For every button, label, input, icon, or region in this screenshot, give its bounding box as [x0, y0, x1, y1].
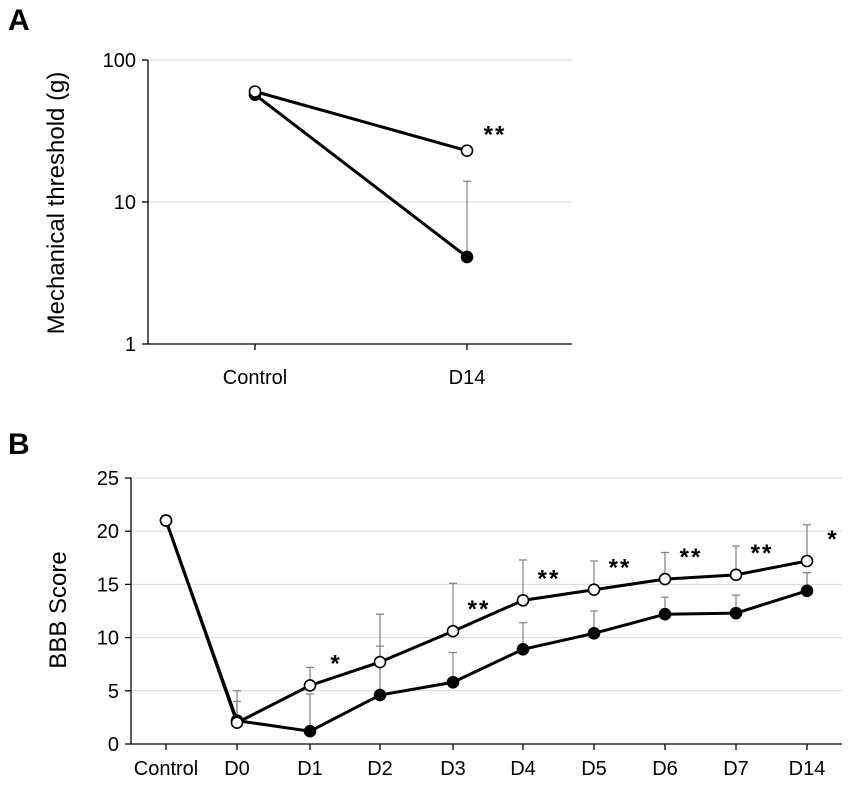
panel-a-open-point — [248, 85, 262, 98]
panel-b-open-point — [587, 583, 601, 597]
panel-b-x-ticks: Control D0 D1 D2 D3 D4 D5 D6 D7 D14 — [134, 744, 826, 780]
panel-b-open-point — [729, 568, 743, 582]
panel-a-filled-line — [254, 93, 468, 259]
panel-a-error-bars — [463, 180, 471, 257]
panel-b-y-tick-label: 15 — [97, 574, 119, 596]
panel-b-filled-point — [373, 688, 387, 702]
panel-b-filled-point — [303, 724, 317, 738]
panel-b-letter: B — [8, 428, 30, 461]
panel-a-filled-point — [460, 250, 474, 264]
panel-a-y-tick-label: 10 — [114, 192, 136, 214]
panel-b-filled-point — [516, 643, 530, 656]
panel-a-annotations: ** — [484, 122, 507, 149]
panel-b-x-tick-label: D1 — [297, 758, 323, 780]
panel-b-y-tick-label: 0 — [108, 734, 119, 756]
panel-b-open-point — [800, 554, 814, 568]
panel-b-open-point — [303, 679, 317, 692]
panel-b-x-tick-label: D2 — [367, 758, 393, 780]
panel-b-filled-point — [658, 607, 672, 621]
panel-b-filled-point — [800, 584, 814, 598]
panel-b-filled-line — [164, 520, 808, 733]
panel-b-significance-label: ** — [538, 565, 561, 592]
panel-b-significance-label: ** — [680, 544, 703, 571]
panel-a-x-tick-label: Control — [223, 367, 287, 389]
panel-b-y-tick-label: 25 — [97, 468, 119, 490]
panel-b-x-tick-label: D0 — [224, 758, 250, 780]
panel-b-significance-label: * — [330, 650, 341, 677]
panel-b-open-point — [159, 514, 173, 527]
panel-a-grid — [148, 59, 572, 203]
panel-a-significance-label: ** — [484, 122, 507, 149]
panel-b-open-point — [230, 716, 244, 730]
panel-b-y-ticks: 0 5 10 15 20 25 — [97, 468, 131, 756]
panel-a-open-line — [254, 90, 468, 153]
panel-a-points — [248, 85, 474, 264]
panel-b-open-point — [516, 594, 530, 607]
panel-b-x-tick-label: Control — [134, 758, 198, 780]
panel-a: A 1 10 100 Control D14 Mechanical threshold… — [8, 4, 572, 389]
panel-a-open-point — [460, 144, 474, 157]
panel-a-y-title: Mechanical threshold (g) — [43, 72, 70, 335]
panel-b-significance-label: * — [827, 526, 838, 553]
panel-a-y-tick-label: 1 — [125, 334, 136, 356]
panel-b-open-line — [164, 520, 808, 725]
panel-b-error-bars — [233, 524, 811, 732]
panel-b-annotations: ***** ** ** *** — [330, 526, 838, 677]
panel-b-x-tick-label: D3 — [440, 758, 466, 780]
panel-a-y-ticks: 1 10 100 — [103, 50, 148, 356]
panel-b-significance-label: ** — [751, 540, 774, 567]
panel-b-y-tick-label: 10 — [97, 628, 119, 650]
panel-b-filled-point — [446, 675, 460, 689]
panel-b-significance-label: ** — [609, 555, 632, 582]
panel-b-grid — [131, 477, 842, 692]
panel-b-series-lines — [164, 520, 808, 733]
panel-a-letter: A — [8, 4, 30, 37]
panel-a-y-tick-label: 100 — [103, 50, 136, 72]
panel-b-x-tick-label: D14 — [789, 758, 826, 780]
panel-b-y-tick-label: 20 — [97, 521, 119, 543]
panel-b-x-tick-label: D6 — [652, 758, 678, 780]
panel-b-y-tick-label: 5 — [108, 681, 119, 703]
panel-b-filled-point — [587, 627, 601, 640]
panel-b-significance-label: ** — [468, 596, 491, 623]
panel-b-y-title: BBB Score — [45, 551, 72, 668]
panel-b-open-point — [446, 624, 460, 638]
panel-b-x-tick-label: D4 — [510, 758, 536, 780]
panel-b-x-tick-label: D5 — [581, 758, 607, 780]
panel-a-x-tick-label: D14 — [449, 367, 486, 389]
panel-a-x-ticks: Control D14 — [223, 344, 486, 389]
panel-b-x-tick-label: D7 — [723, 758, 749, 780]
panel-b-open-point — [658, 572, 672, 586]
panel-b-points — [159, 514, 814, 738]
panel-a-series-lines — [254, 90, 468, 259]
panel-b-filled-point — [729, 606, 743, 620]
panel-b-open-point — [373, 655, 387, 669]
